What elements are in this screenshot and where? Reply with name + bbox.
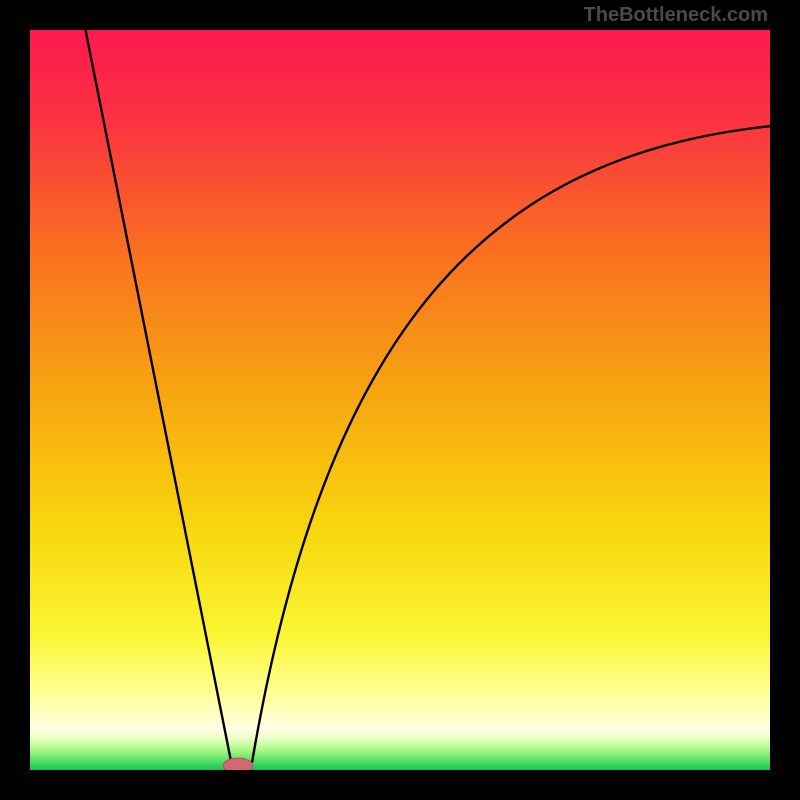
minimum-marker	[223, 758, 253, 770]
curve-right-branch	[252, 126, 770, 762]
plot-area	[30, 30, 770, 770]
curve-left-branch	[86, 30, 232, 763]
bottleneck-curve	[30, 30, 770, 770]
watermark-label: TheBottleneck.com	[584, 4, 768, 27]
chart-frame: TheBottleneck.com	[0, 0, 800, 800]
